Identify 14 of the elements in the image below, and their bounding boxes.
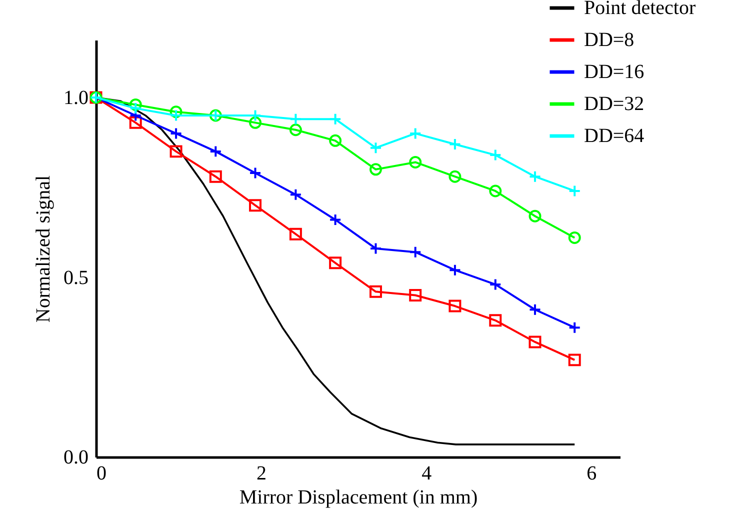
- legend-label: DD=16: [584, 61, 644, 83]
- y-tick-label: 1.0: [64, 87, 88, 110]
- legend-label: Point detector: [584, 0, 696, 19]
- y-tick-label: 0.5: [64, 266, 88, 289]
- x-tick-label: 4: [422, 462, 432, 484]
- x-axis-title: Mirror Displacement (in mm): [239, 486, 478, 508]
- x-tick-label: 2: [256, 462, 267, 484]
- legend-label: DD=32: [584, 93, 644, 115]
- legend-label: DD=8: [584, 29, 634, 51]
- x-tick-label: 0: [96, 462, 106, 484]
- y-tick-label: 0.0: [64, 446, 88, 468]
- x-tick-label: 6: [586, 462, 597, 484]
- legend-label: DD=64: [584, 125, 644, 147]
- y-axis-title: Normalized signal: [32, 174, 54, 323]
